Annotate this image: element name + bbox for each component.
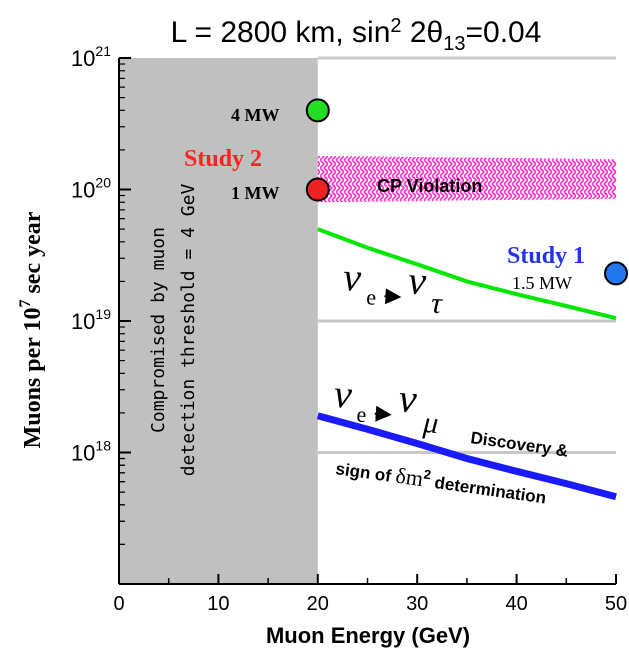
y-axis-ticks: 1021 1020 1019 1018 bbox=[71, 43, 131, 546]
point-1mw bbox=[305, 177, 330, 202]
x-tick-label: 20 bbox=[307, 593, 329, 615]
y-axis-label: Muons per 107 sec year bbox=[17, 211, 46, 448]
discovery-label-line1: Discovery & bbox=[469, 428, 569, 460]
chart-title: L = 2800 km, sin2 2θ13=0.04 bbox=[171, 15, 542, 55]
mu-arrow-icon bbox=[374, 405, 392, 422]
x-axis-ticks: 0 10 20 30 40 50 bbox=[113, 574, 627, 615]
discovery-label-line2: sign of δm2 determination bbox=[334, 454, 548, 508]
tau-arrow-icon bbox=[384, 288, 402, 305]
svg-text:ν: ν bbox=[407, 258, 427, 304]
y-tick-label: 1020 bbox=[71, 175, 111, 203]
y-tick-label: 1018 bbox=[71, 438, 111, 466]
mu-label: ν e ν μ bbox=[332, 371, 439, 440]
x-tick-label: 50 bbox=[605, 593, 627, 615]
study1-label: Study 1 bbox=[507, 243, 585, 269]
cp-violation-band bbox=[317, 155, 616, 203]
svg-text:ν: ν bbox=[332, 371, 353, 417]
tau-label: ν e ν τ bbox=[342, 254, 444, 321]
series-ve-vmu-curve bbox=[316, 412, 617, 501]
study2-label: Study 2 bbox=[184, 146, 262, 172]
svg-text:Compromised by muon: Compromised by muon bbox=[148, 227, 169, 433]
x-tick-label: 0 bbox=[113, 593, 124, 615]
point-label-4mw: 4 MW bbox=[231, 105, 280, 125]
point-1-5mw bbox=[604, 261, 628, 286]
point-label-1mw: 1 MW bbox=[231, 183, 280, 203]
x-tick-label: 10 bbox=[207, 593, 229, 615]
svg-text:μ: μ bbox=[421, 406, 439, 440]
svg-text:ν: ν bbox=[342, 254, 362, 300]
series-ve-vtau-curve bbox=[317, 227, 617, 321]
x-tick-label: 40 bbox=[505, 593, 527, 615]
excluded-region bbox=[119, 58, 318, 584]
y-tick-label: 1021 bbox=[71, 43, 111, 71]
excluded-region-label: Compromised by muon detection threshold … bbox=[148, 184, 199, 477]
y-tick-label: 1019 bbox=[71, 306, 111, 334]
svg-text:ν: ν bbox=[397, 375, 418, 421]
cp-violation-label: CP Violation bbox=[377, 176, 482, 196]
x-axis-label: Muon Energy (GeV) bbox=[266, 623, 470, 648]
point-4mw bbox=[305, 98, 330, 123]
svg-text:τ: τ bbox=[430, 287, 444, 321]
svg-text:e: e bbox=[356, 401, 367, 427]
x-tick-label: 30 bbox=[406, 593, 428, 615]
point-label-1-5mw: 1.5 MW bbox=[512, 273, 572, 293]
svg-text:e: e bbox=[366, 284, 377, 309]
svg-text:detection threshold = 4 GeV: detection threshold = 4 GeV bbox=[178, 184, 199, 477]
